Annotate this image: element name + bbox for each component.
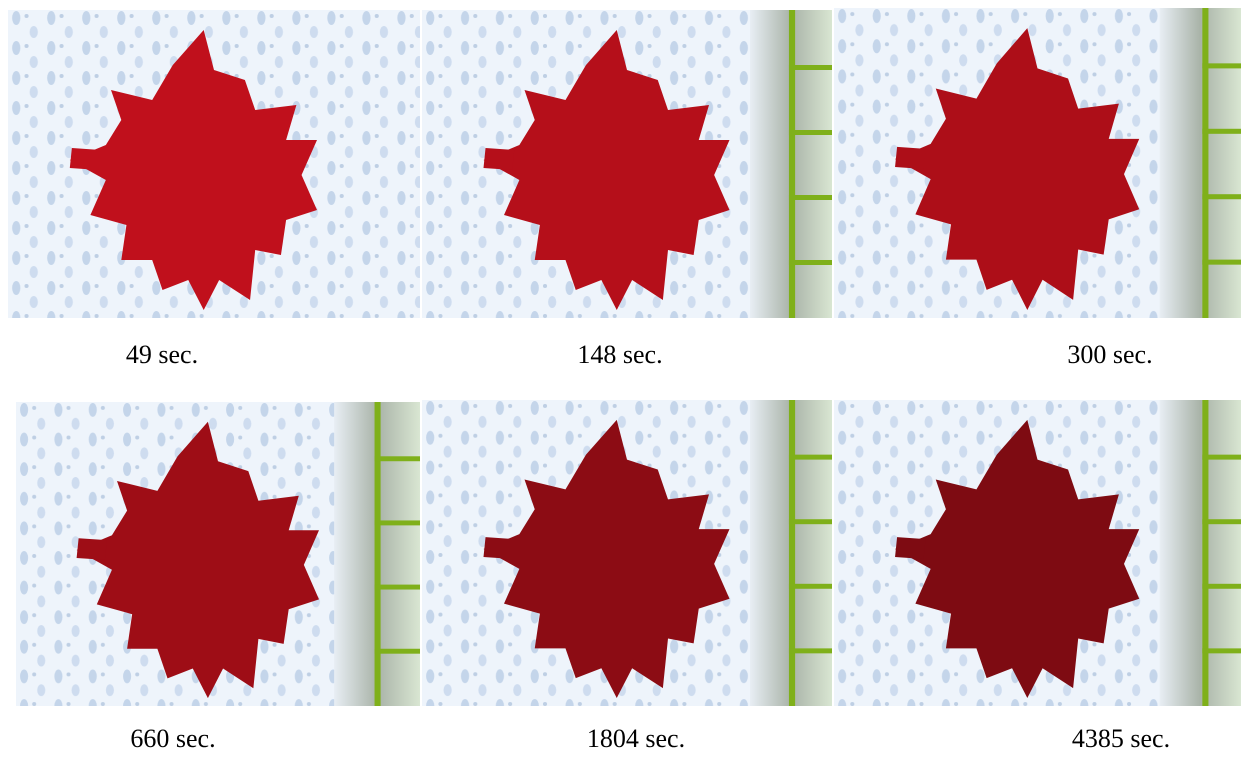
caption: 300 sec. [1067, 340, 1153, 369]
photo [422, 400, 832, 706]
caption: 1804 sec. [586, 724, 686, 753]
photo [834, 400, 1241, 706]
photo [834, 8, 1241, 318]
caption: 49 sec. [125, 340, 199, 369]
photo [16, 402, 420, 706]
caption: 660 sec. [130, 724, 216, 753]
caption: 4385 sec. [1071, 724, 1171, 753]
photo [8, 10, 420, 318]
caption: 148 sec. [577, 340, 663, 369]
photo [422, 10, 832, 318]
